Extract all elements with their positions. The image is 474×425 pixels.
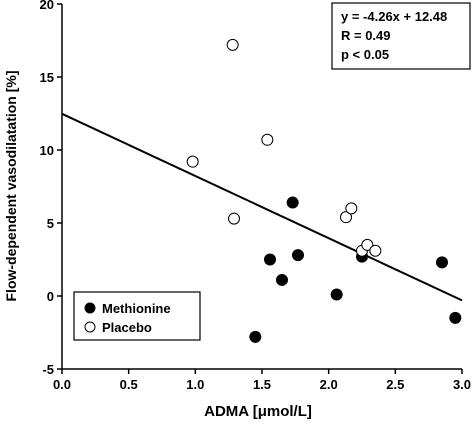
y-tick-label: -5 [42, 362, 54, 377]
annotation-r: R = 0.49 [341, 28, 391, 43]
placebo-point [226, 38, 239, 51]
legend: Methionine Placebo [73, 291, 201, 341]
methionine-point [436, 256, 448, 269]
methionine-point [276, 273, 288, 286]
placebo-point [186, 155, 199, 168]
y-tick-label: 15 [40, 70, 54, 85]
legend-label-placebo: Placebo [102, 320, 152, 335]
y-tick-label: 0 [47, 289, 54, 304]
x-axis-label: ADMA [μmol/L] [204, 403, 312, 420]
x-tick-label: 2.0 [320, 377, 338, 392]
annotation-equation: y = -4.26x + 12.48 [341, 9, 447, 24]
placebo-point [361, 238, 374, 251]
methionine-point [292, 249, 304, 262]
methionine-point [264, 253, 276, 266]
x-tick-label: 0.0 [53, 377, 71, 392]
methionine-point [449, 311, 462, 324]
regression-line [61, 112, 463, 302]
y-tick-label: 10 [40, 143, 54, 158]
annotation-box [331, 2, 471, 70]
x-tick-label: 2.5 [386, 377, 404, 392]
placebo-point [340, 211, 352, 224]
x-tick-label: 3.0 [453, 377, 471, 392]
annotation-p: p < 0.05 [341, 47, 389, 62]
legend-marker-placebo [84, 321, 96, 333]
y-tick-label: 5 [47, 216, 54, 231]
legend-label-methionine: Methionine [102, 301, 171, 316]
x-tick-label: 0.5 [120, 377, 138, 392]
placebo-point [261, 133, 274, 146]
y-tick-label: 20 [40, 0, 54, 12]
regression-annotation: y = -4.26x + 12.48 R = 0.49 p < 0.05 [331, 2, 471, 70]
legend-marker-methionine [84, 302, 96, 314]
placebo-point [369, 244, 382, 257]
y-axis-label: Flow-dependent vasodilatation [%] [3, 70, 19, 301]
placebo-point [345, 202, 358, 215]
legend-box [73, 291, 201, 341]
placebo-point [228, 212, 240, 225]
x-tick-label: 1.0 [186, 377, 204, 392]
methionine-point [330, 288, 343, 301]
x-tick-label: 1.5 [253, 377, 271, 392]
methionine-point [249, 330, 262, 343]
methionine-point [286, 196, 299, 209]
